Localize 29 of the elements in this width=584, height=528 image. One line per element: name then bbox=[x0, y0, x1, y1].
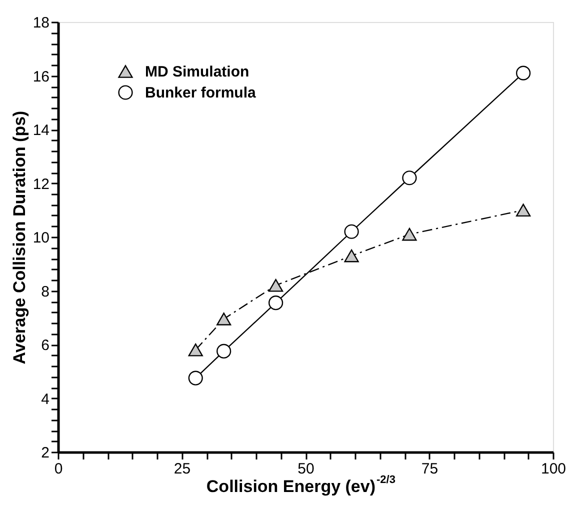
point bbox=[188, 370, 203, 386]
x-tick-label: 75 bbox=[421, 460, 438, 478]
y-tick-label: 10 bbox=[32, 230, 50, 246]
y-tick-label: 14 bbox=[32, 122, 50, 139]
x-tick-label: 100 bbox=[540, 460, 566, 478]
y-tick-label: 8 bbox=[41, 283, 50, 300]
legend-label: MD Simulation bbox=[145, 64, 250, 80]
y-tick-label: 4 bbox=[41, 390, 50, 408]
point bbox=[402, 228, 417, 241]
x-tick-label: 25 bbox=[174, 460, 191, 478]
y-tick-label: 18 bbox=[32, 14, 50, 32]
x-tick-label: 50 bbox=[298, 460, 314, 478]
legend-label: Bunker formula bbox=[145, 84, 257, 102]
point bbox=[216, 344, 232, 359]
point bbox=[216, 312, 232, 326]
x-tick-label: 0 bbox=[54, 460, 63, 478]
point bbox=[344, 224, 359, 239]
point bbox=[516, 66, 531, 80]
y-tick-label: 6 bbox=[41, 337, 50, 354]
point bbox=[516, 204, 531, 217]
point bbox=[188, 343, 203, 356]
point bbox=[268, 278, 284, 292]
y-tick-label: 16 bbox=[32, 68, 50, 86]
point bbox=[268, 296, 284, 310]
point bbox=[402, 170, 417, 186]
y-axis-title: Average Collision Duration (ps) bbox=[10, 110, 29, 364]
point bbox=[344, 249, 359, 262]
y-tick-label: 2 bbox=[41, 444, 50, 462]
y-tick-label: 12 bbox=[32, 176, 50, 193]
